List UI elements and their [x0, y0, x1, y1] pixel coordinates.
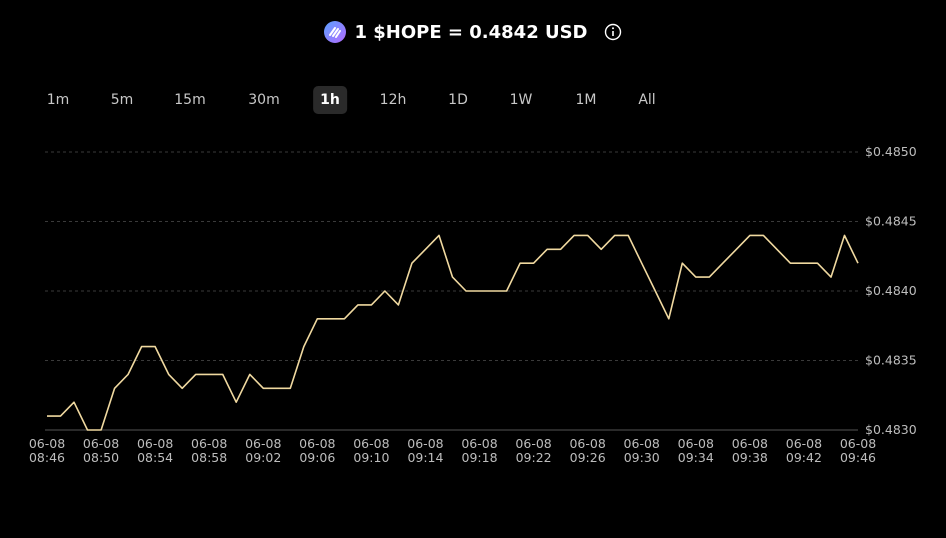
x-tick-label: 06-08 09:22 [515, 436, 552, 465]
timeframe-tab[interactable]: 5m [110, 92, 134, 108]
x-tick-label: 06-08 09:06 [299, 436, 336, 465]
x-tick-label: 06-08 08:50 [82, 436, 120, 465]
x-tick-label: 06-08 09:02 [245, 436, 282, 465]
x-tick-label: 06-08 08:46 [28, 436, 66, 465]
x-tick-label: 06-08 09:46 [839, 436, 877, 465]
timeframe-tab[interactable]: 12h [379, 92, 407, 108]
x-tick-label: 06-08 08:58 [191, 436, 228, 465]
timeframe-tab[interactable]: 1D [448, 92, 468, 108]
x-tick-label: 06-08 09:38 [731, 436, 769, 465]
timeframe-tab[interactable]: 15m [174, 92, 206, 108]
price-line [47, 234, 859, 431]
price-title: 1 $HOPE = 0.4842 USD [354, 21, 588, 43]
x-tick-label: 06-08 09:42 [785, 436, 823, 465]
timeframe-tab[interactable]: 1M [575, 92, 597, 108]
token-icon [324, 21, 347, 43]
timeframe-tab[interactable]: 1W [509, 92, 533, 108]
header: 1 $HOPE = 0.4842 USD [0, 14, 946, 50]
y-tick-label: $0.4835 [865, 353, 917, 368]
x-tick-label: 06-08 08:54 [136, 436, 174, 465]
x-tick-label: 06-08 09:14 [407, 436, 444, 465]
x-tick-label: 06-08 09:18 [461, 436, 498, 465]
timeframe-tab[interactable]: All [638, 92, 656, 108]
x-tick-label: 06-08 09:30 [623, 436, 660, 465]
timeframe-tab[interactable]: 1h [313, 86, 347, 114]
timeframe-tab[interactable]: 30m [248, 92, 280, 108]
info-icon[interactable] [604, 23, 622, 41]
y-tick-label: $0.4845 [865, 214, 917, 229]
x-tick-label: 06-08 09:26 [569, 436, 606, 465]
x-tick-label: 06-08 09:10 [353, 436, 390, 465]
y-tick-label: $0.4850 [865, 144, 917, 159]
y-tick-label: $0.4840 [865, 283, 917, 298]
x-tick-label: 06-08 09:34 [677, 436, 714, 465]
timeframe-tab[interactable]: 1m [46, 92, 70, 108]
y-tick-label: $0.4830 [865, 422, 917, 437]
